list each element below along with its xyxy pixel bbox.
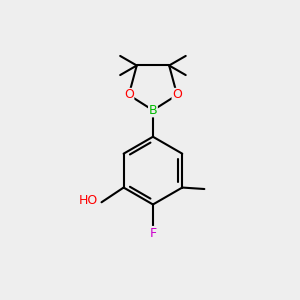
- Text: O: O: [172, 88, 182, 101]
- Text: B: B: [148, 104, 157, 117]
- Text: HO: HO: [79, 194, 98, 207]
- Text: F: F: [149, 226, 157, 239]
- Text: O: O: [124, 88, 134, 101]
